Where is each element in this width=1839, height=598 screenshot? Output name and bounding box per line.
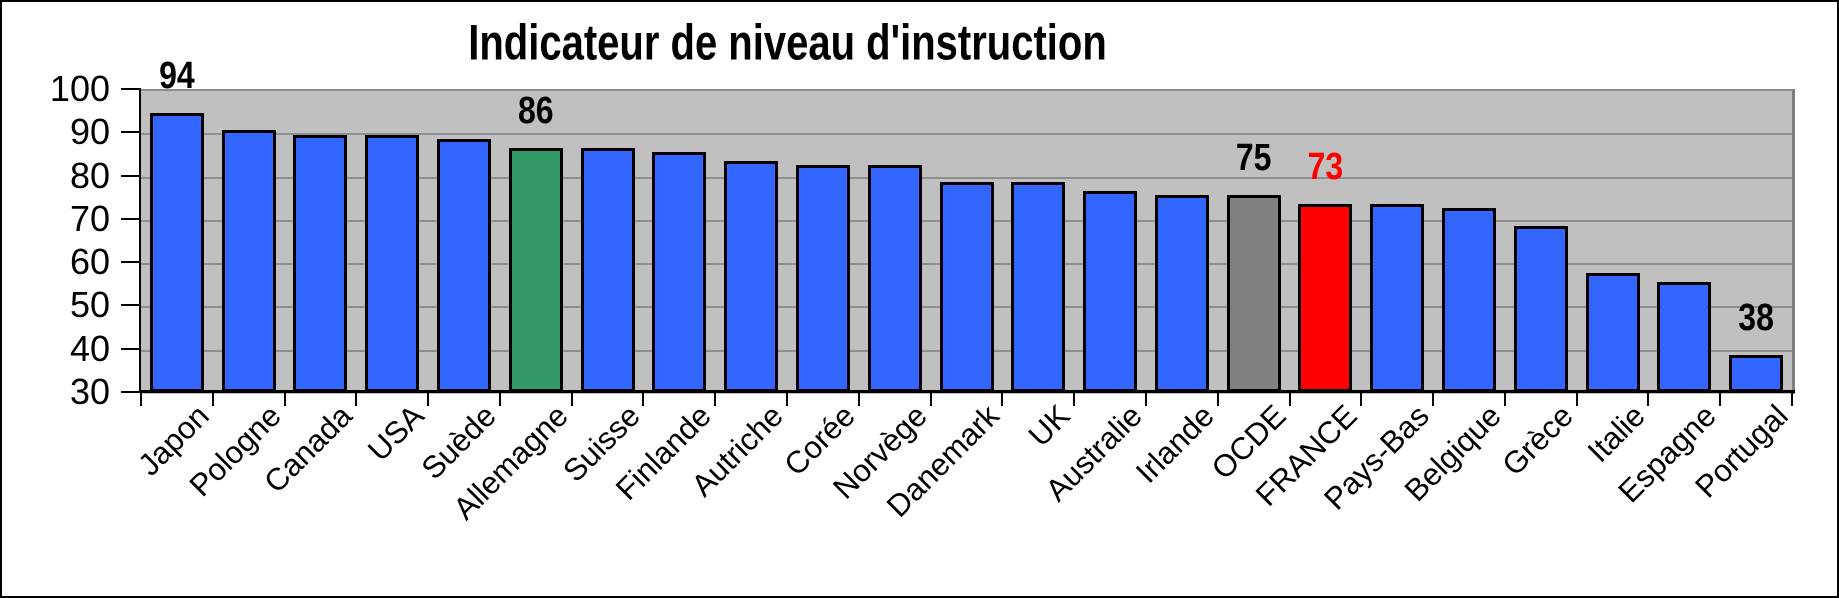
y-axis-label: 50 [69, 284, 110, 326]
gridline-90 [141, 133, 1792, 136]
y-tick-60 [121, 261, 141, 264]
bar-norvège [867, 164, 922, 392]
x-tick [1503, 393, 1506, 406]
chart-title-text: Indicateur de niveau d'instruction [468, 15, 1107, 71]
x-tick [211, 393, 214, 406]
bar-pologne [221, 130, 276, 392]
x-tick [1575, 393, 1578, 406]
x-tick [355, 393, 358, 406]
bar-usa [365, 134, 420, 392]
x-tick [1719, 393, 1722, 406]
bar-espagne [1657, 281, 1712, 392]
y-tick-70 [121, 217, 141, 220]
y-tick-30 [121, 391, 141, 393]
y-tick-40 [121, 347, 141, 350]
value-label-france: 73 [1265, 145, 1385, 186]
x-tick [857, 393, 860, 406]
bar-irlande [1154, 195, 1209, 392]
value-label-text: 94 [159, 53, 195, 97]
value-label-text: 73 [1307, 144, 1344, 188]
x-tick [498, 393, 501, 406]
bar-japon [149, 112, 204, 392]
x-tick [283, 393, 286, 406]
bar-france [1298, 203, 1353, 392]
bar-allemagne [508, 147, 563, 392]
x-tick [714, 393, 717, 406]
bar-finlande [652, 151, 707, 392]
bar-italie [1585, 273, 1640, 392]
y-axis-label: 80 [69, 154, 110, 196]
y-tick-80 [121, 174, 141, 177]
x-tick [1791, 393, 1793, 406]
gridline-80 [141, 176, 1792, 179]
value-label-ocde: 75 [1194, 137, 1314, 178]
bar-autriche [724, 160, 779, 392]
value-label-japon: 94 [117, 55, 237, 96]
chart-title: Indicateur de niveau d'instruction [2, 16, 1573, 72]
bar-grèce [1513, 225, 1568, 392]
x-tick [140, 393, 142, 406]
x-tick [1216, 393, 1219, 406]
x-tick [642, 393, 645, 406]
bar-portugal [1729, 355, 1784, 392]
x-tick [1001, 393, 1004, 406]
x-tick [570, 393, 573, 406]
x-tick [1432, 393, 1435, 406]
value-label-portugal: 38 [1696, 297, 1816, 338]
y-axis-label: 40 [69, 327, 110, 369]
y-axis-label: 90 [69, 111, 110, 153]
x-tick [1360, 393, 1363, 406]
bar-canada [293, 134, 348, 392]
y-tick-90 [121, 131, 141, 134]
bar-australie [1083, 190, 1138, 392]
bar-corée [795, 164, 850, 392]
bar-uk [1011, 182, 1066, 392]
value-label-text: 75 [1235, 135, 1272, 179]
y-axis-label: 100 [49, 68, 110, 109]
y-axis-label: 30 [69, 371, 110, 412]
x-tick [929, 393, 932, 406]
x-tick [786, 393, 789, 406]
bar-belgique [1441, 208, 1496, 392]
bar-pays-bas [1370, 203, 1425, 392]
value-label-text: 38 [1738, 295, 1774, 339]
bar-suède [437, 138, 492, 392]
x-tick [1144, 393, 1147, 406]
y-axis-line [139, 89, 141, 392]
y-axis-label: 70 [69, 197, 110, 239]
x-tick [1073, 393, 1076, 406]
value-label-text: 86 [518, 87, 554, 132]
y-tick-50 [121, 304, 141, 307]
bar-danemark [939, 182, 994, 392]
x-tick [427, 393, 430, 406]
x-tick [1288, 393, 1291, 406]
y-axis-label: 60 [69, 241, 110, 283]
bar-ocde [1226, 195, 1281, 392]
x-axis-line [139, 390, 1795, 393]
x-tick [1647, 393, 1650, 406]
bar-suisse [580, 147, 635, 392]
y-tick-100 [121, 88, 141, 90]
value-label-allemagne: 86 [476, 89, 596, 130]
